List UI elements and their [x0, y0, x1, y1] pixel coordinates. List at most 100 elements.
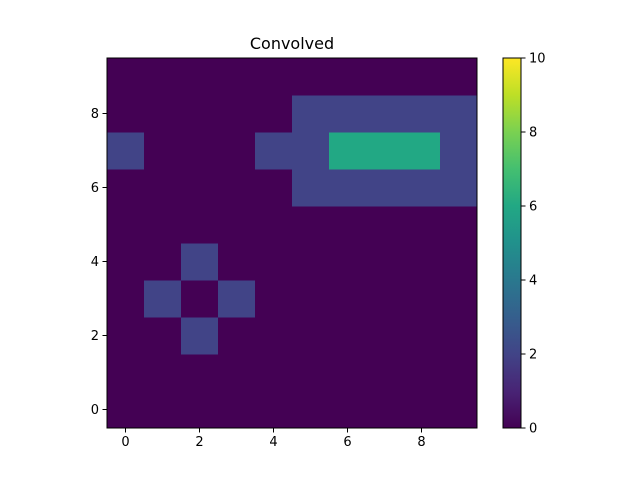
x-tick-label: 2	[195, 435, 203, 450]
heatmap-cell	[255, 95, 293, 133]
heatmap-cell	[366, 58, 404, 96]
plot-frame	[106, 57, 478, 429]
colorbar-tick-label: 8	[529, 126, 537, 141]
heatmap-cell	[107, 58, 145, 96]
heatmap-cell	[144, 169, 182, 207]
heatmap-cell	[107, 206, 145, 244]
colorbar-tick-label: 6	[529, 200, 537, 215]
heatmap-cell	[366, 169, 404, 207]
heatmap-cell	[218, 95, 256, 133]
heatmap-cell	[440, 169, 478, 207]
heatmap-cell	[107, 280, 145, 318]
heatmap-cell	[144, 317, 182, 355]
colorbar-gradient	[503, 58, 521, 428]
heatmap-cell	[255, 280, 293, 318]
heatmap-cell	[403, 95, 441, 133]
heatmap-cell	[403, 391, 441, 429]
heatmap-cell	[218, 169, 256, 207]
heatmap-cell	[107, 169, 145, 207]
heatmap-cell	[366, 95, 404, 133]
heatmap-cell	[366, 391, 404, 429]
heatmap-cell	[144, 58, 182, 96]
heatmap-cell	[440, 317, 478, 355]
heatmap-cell	[107, 354, 145, 392]
colorbar-tick-label: 0	[529, 422, 537, 437]
heatmap-cell	[218, 206, 256, 244]
heatmap-cell	[440, 132, 478, 170]
heatmap-cell	[403, 280, 441, 318]
heatmap-cell	[403, 132, 441, 170]
heatmap-cell	[181, 317, 219, 355]
heatmap-cell	[144, 206, 182, 244]
heatmap-cell	[403, 169, 441, 207]
heatmap-cell	[255, 132, 293, 170]
heatmap-cell	[218, 58, 256, 96]
heatmap-cell	[181, 354, 219, 392]
heatmap-cell	[292, 280, 330, 318]
x-tick-label: 6	[343, 435, 351, 450]
x-tick-label: 8	[417, 435, 425, 450]
heatmap-cell	[144, 391, 182, 429]
heatmap-cell	[107, 243, 145, 281]
heatmap-cell	[403, 206, 441, 244]
heatmap-cell	[292, 354, 330, 392]
y-tick-label: 4	[91, 255, 99, 270]
colorbar-tick-label: 4	[529, 274, 537, 289]
heatmap-cell	[329, 317, 367, 355]
heatmap-cell	[218, 280, 256, 318]
heatmap-cell	[440, 58, 478, 96]
heatmap-cell	[255, 206, 293, 244]
heatmap-cell	[292, 391, 330, 429]
y-axis: 0 2 4 6 8	[91, 107, 107, 418]
heatmap-cell	[144, 132, 182, 170]
colorbar-frame	[502, 57, 522, 429]
heatmap-cell	[292, 169, 330, 207]
heatmap-cell	[144, 243, 182, 281]
heatmap-cells	[107, 58, 478, 429]
colorbar: 0 2 4 6 8 10	[502, 52, 546, 437]
heatmap-cell	[329, 280, 367, 318]
heatmap-cell	[181, 243, 219, 281]
x-tick-label: 4	[269, 435, 277, 450]
heatmap-cell	[292, 58, 330, 96]
heatmap-cell	[107, 132, 145, 170]
heatmap-cell	[329, 243, 367, 281]
heatmap-cell	[218, 391, 256, 429]
heatmap-cell	[329, 169, 367, 207]
heatmap-cell	[292, 132, 330, 170]
heatmap-cell	[107, 391, 145, 429]
heatmap-cell	[218, 132, 256, 170]
heatmap-cell	[440, 95, 478, 133]
heatmap-cell	[181, 132, 219, 170]
heatmap-cell	[366, 206, 404, 244]
y-tick-label: 0	[91, 403, 99, 418]
heatmap-cell	[440, 354, 478, 392]
heatmap-cell	[366, 317, 404, 355]
heatmap-cell	[144, 354, 182, 392]
heatmap-cell	[144, 95, 182, 133]
heatmap-cell	[329, 354, 367, 392]
heatmap-cell	[255, 354, 293, 392]
heatmap-cell	[329, 391, 367, 429]
heatmap-cell	[440, 391, 478, 429]
heatmap-cell	[181, 95, 219, 133]
heatmap-cell	[181, 206, 219, 244]
heatmap-cell	[255, 58, 293, 96]
heatmap-cell	[218, 317, 256, 355]
x-axis: 0 2 4 6 8	[121, 428, 426, 450]
y-tick-label: 6	[91, 181, 99, 196]
y-tick-label: 8	[91, 107, 99, 122]
heatmap-cell	[107, 317, 145, 355]
heatmap-cell	[144, 280, 182, 318]
heatmap-cell	[329, 132, 367, 170]
heatmap-cell	[403, 354, 441, 392]
heatmap-cell	[366, 354, 404, 392]
heatmap-cell	[403, 58, 441, 96]
heatmap-cell	[292, 243, 330, 281]
heatmap-cell	[292, 95, 330, 133]
heatmap-cell	[366, 132, 404, 170]
heatmap-cell	[403, 243, 441, 281]
heatmap-cell	[181, 280, 219, 318]
